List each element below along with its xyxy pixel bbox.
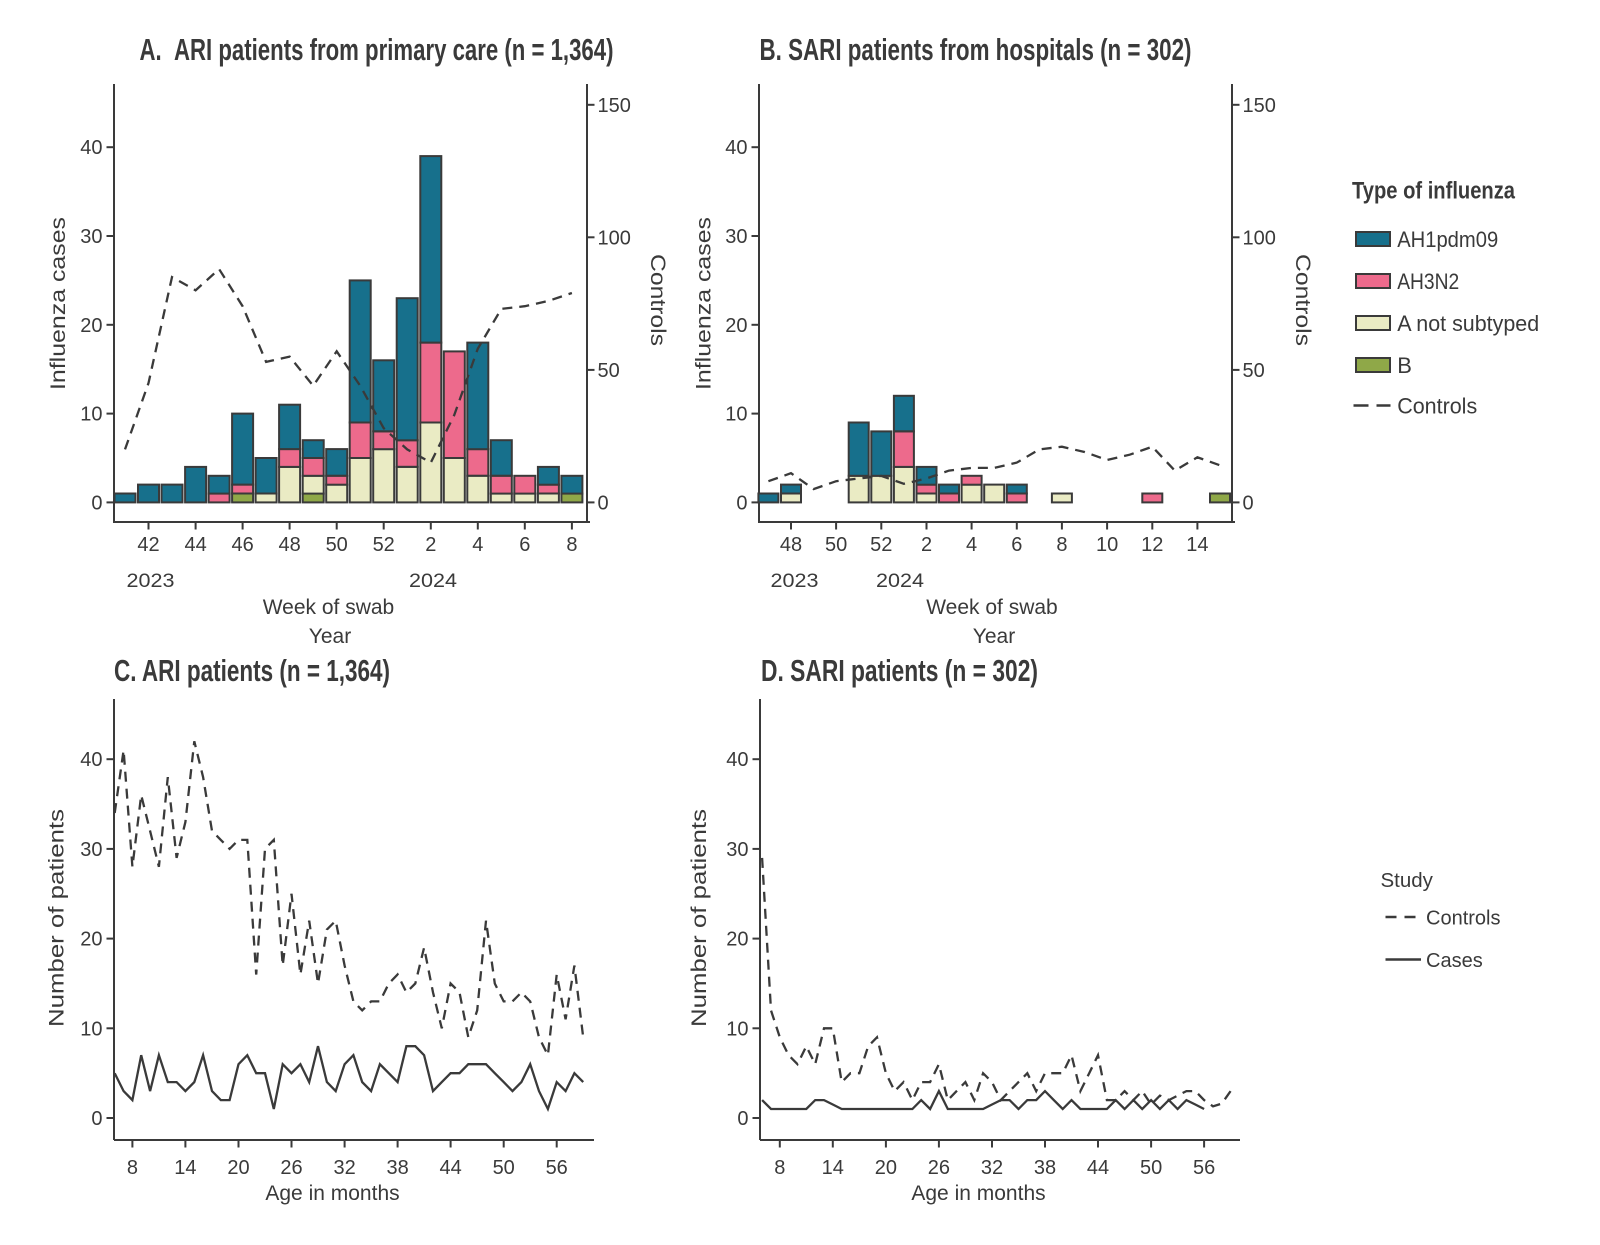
svg-text:C. ARI patients (n = 1,364): C. ARI patients (n = 1,364) — [114, 653, 390, 688]
svg-text:Influenza cases: Influenza cases — [47, 217, 70, 390]
svg-text:20: 20 — [726, 929, 748, 951]
svg-text:50: 50 — [493, 1157, 515, 1179]
svg-text:14: 14 — [822, 1157, 844, 1179]
svg-text:8: 8 — [127, 1157, 138, 1179]
svg-text:100: 100 — [1243, 227, 1276, 249]
svg-text:Week of swab: Week of swab — [926, 596, 1058, 619]
svg-text:40: 40 — [80, 749, 102, 771]
svg-text:8: 8 — [566, 534, 577, 556]
svg-text:100: 100 — [598, 227, 631, 249]
svg-text:150: 150 — [598, 95, 631, 117]
svg-text:30: 30 — [80, 839, 102, 861]
svg-text:48: 48 — [780, 534, 802, 556]
svg-text:26: 26 — [928, 1157, 950, 1179]
svg-text:52: 52 — [870, 534, 892, 556]
svg-text:52: 52 — [373, 534, 395, 556]
svg-text:A not subtyped: A not subtyped — [1397, 311, 1539, 336]
svg-text:B: B — [1397, 353, 1412, 378]
svg-text:56: 56 — [546, 1157, 568, 1179]
svg-text:8: 8 — [1056, 534, 1067, 556]
svg-text:Year: Year — [309, 625, 351, 648]
svg-text:20: 20 — [725, 315, 747, 337]
svg-text:40: 40 — [725, 137, 747, 159]
svg-text:10: 10 — [80, 404, 102, 426]
svg-text:26: 26 — [280, 1157, 302, 1179]
svg-text:46: 46 — [231, 534, 253, 556]
svg-text:32: 32 — [333, 1157, 355, 1179]
svg-text:Type of influenza: Type of influenza — [1352, 178, 1515, 205]
svg-text:6: 6 — [519, 534, 530, 556]
svg-text:40: 40 — [80, 137, 102, 159]
svg-text:Study: Study — [1381, 869, 1434, 892]
svg-text:Week of swab: Week of swab — [263, 596, 395, 619]
svg-text:6: 6 — [1011, 534, 1022, 556]
svg-text:14: 14 — [174, 1157, 196, 1179]
svg-text:4: 4 — [966, 534, 977, 556]
svg-text:0: 0 — [91, 492, 102, 514]
svg-text:44: 44 — [184, 534, 206, 556]
svg-text:42: 42 — [137, 534, 159, 556]
svg-text:0: 0 — [1243, 492, 1254, 514]
svg-text:56: 56 — [1193, 1157, 1215, 1179]
svg-text:150: 150 — [1243, 95, 1276, 117]
svg-text:50: 50 — [326, 534, 348, 556]
svg-text:44: 44 — [439, 1157, 461, 1179]
svg-text:Year: Year — [973, 625, 1015, 648]
svg-text:20: 20 — [875, 1157, 897, 1179]
svg-text:AH3N2: AH3N2 — [1397, 269, 1459, 294]
svg-text:Controls: Controls — [1426, 908, 1500, 930]
svg-text:44: 44 — [1087, 1157, 1109, 1179]
svg-text:10: 10 — [80, 1018, 102, 1040]
svg-text:48: 48 — [278, 534, 300, 556]
svg-text:50: 50 — [598, 360, 620, 382]
svg-text:D. SARI patients (n = 302): D. SARI patients (n = 302) — [761, 653, 1038, 688]
svg-text:40: 40 — [726, 749, 748, 771]
svg-text:10: 10 — [726, 1018, 748, 1040]
svg-text:Controls: Controls — [646, 254, 669, 346]
svg-text:0: 0 — [598, 492, 609, 514]
svg-text:Controls: Controls — [1397, 394, 1477, 419]
svg-text:0: 0 — [91, 1108, 102, 1130]
svg-text:B. SARI patients from hospital: B. SARI patients from hospitals (n = 302… — [760, 32, 1192, 67]
svg-text:30: 30 — [80, 226, 102, 248]
svg-text:14: 14 — [1186, 534, 1208, 556]
svg-text:A. ARI patients from primary: A. ARI patients from primary care (n = 1… — [140, 32, 614, 67]
svg-text:2023: 2023 — [127, 571, 175, 592]
svg-text:Age in months: Age in months — [911, 1182, 1045, 1205]
svg-text:0: 0 — [737, 1108, 748, 1130]
svg-text:4: 4 — [472, 534, 483, 556]
svg-text:AH1pdm09: AH1pdm09 — [1397, 227, 1498, 252]
svg-text:20: 20 — [80, 929, 102, 951]
svg-text:Controls: Controls — [1291, 254, 1314, 346]
svg-text:8: 8 — [774, 1157, 785, 1179]
svg-text:2024: 2024 — [876, 571, 924, 592]
svg-text:32: 32 — [981, 1157, 1003, 1179]
svg-text:38: 38 — [1034, 1157, 1056, 1179]
svg-text:0: 0 — [736, 492, 747, 514]
svg-text:10: 10 — [725, 404, 747, 426]
svg-text:2023: 2023 — [771, 571, 819, 592]
svg-text:2: 2 — [425, 534, 436, 556]
svg-text:50: 50 — [825, 534, 847, 556]
svg-text:Cases: Cases — [1426, 950, 1483, 972]
svg-text:Number of patients: Number of patients — [688, 809, 711, 1027]
svg-text:Age in months: Age in months — [265, 1182, 399, 1205]
svg-text:2: 2 — [921, 534, 932, 556]
svg-text:50: 50 — [1140, 1157, 1162, 1179]
svg-text:Number of patients: Number of patients — [46, 809, 69, 1027]
svg-text:30: 30 — [725, 226, 747, 248]
svg-text:38: 38 — [386, 1157, 408, 1179]
svg-text:20: 20 — [227, 1157, 249, 1179]
svg-text:20: 20 — [80, 315, 102, 337]
svg-text:Influenza cases: Influenza cases — [693, 217, 716, 390]
svg-text:30: 30 — [726, 839, 748, 861]
svg-text:12: 12 — [1141, 534, 1163, 556]
svg-text:10: 10 — [1096, 534, 1118, 556]
svg-text:50: 50 — [1243, 360, 1265, 382]
svg-text:2024: 2024 — [409, 571, 457, 592]
